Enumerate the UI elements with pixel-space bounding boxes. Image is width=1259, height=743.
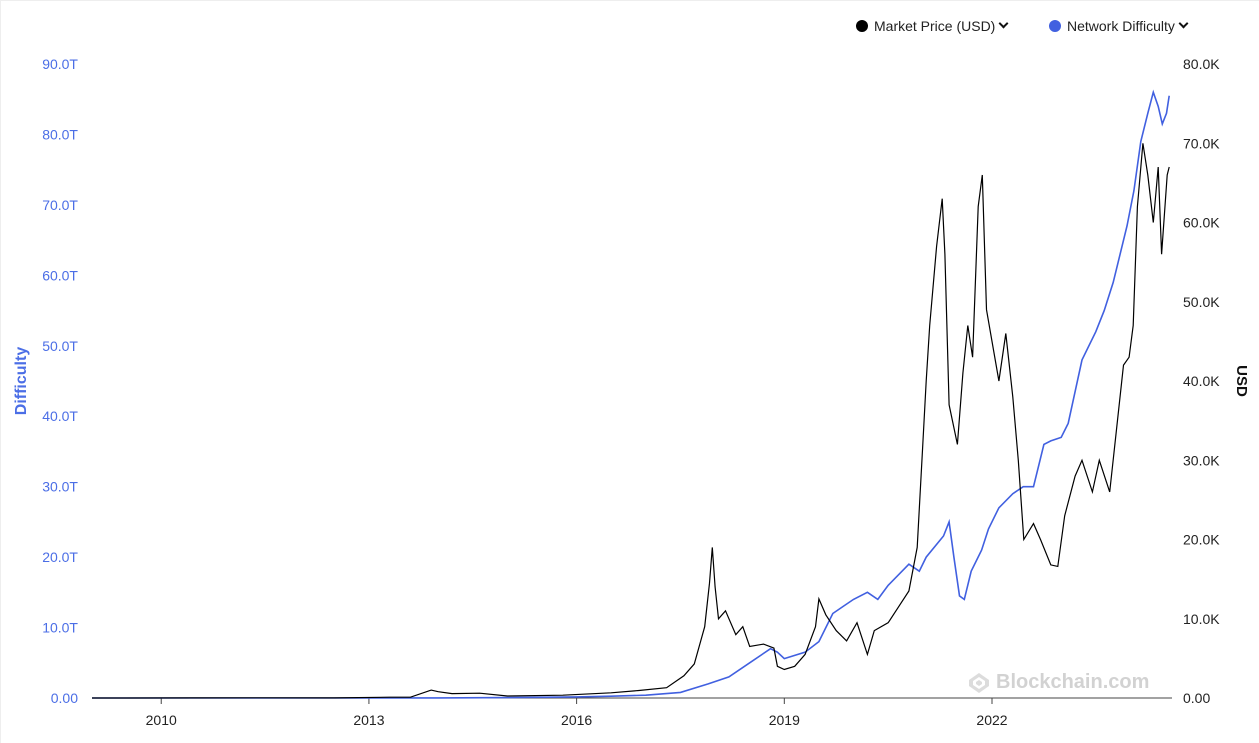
right-axis-tick-label: 20.0K	[1183, 532, 1220, 548]
x-axis-tick-label: 2013	[353, 712, 384, 728]
watermark: Blockchain.com	[968, 671, 1149, 694]
x-axis-ticks: 2010 2013 2016 2019 2022	[146, 698, 1008, 728]
legend-market-price[interactable]: Market Price (USD)	[856, 16, 1009, 36]
left-axis-tick-label: 20.0T	[42, 549, 78, 565]
left-axis-tick-label: 10.0T	[42, 620, 78, 636]
right-axis-tick-label: 40.0K	[1183, 373, 1220, 389]
chevron-down-icon[interactable]	[1178, 18, 1189, 29]
price-legend-label: Market Price (USD)	[874, 18, 996, 34]
left-axis-tick-label: 70.0T	[42, 197, 78, 213]
left-axis-tick-label: 80.0T	[42, 126, 78, 142]
right-axis-tick-label: 10.0K	[1183, 611, 1220, 627]
right-axis-tick-label: 60.0K	[1183, 215, 1220, 231]
x-axis-tick-label: 2019	[769, 712, 800, 728]
left-axis-tick-label: 0.00	[51, 690, 78, 706]
right-axis-tick-label: 30.0K	[1183, 452, 1220, 468]
legend-network-difficulty[interactable]: Network Difficulty	[1049, 16, 1189, 36]
price-legend-dot	[856, 20, 868, 32]
x-axis-tick-label: 2016	[561, 712, 592, 728]
difficulty-legend-dot	[1049, 20, 1061, 32]
price-series-line	[91, 143, 1170, 699]
right-axis-tick-label: 70.0K	[1183, 135, 1220, 151]
chevron-down-icon[interactable]	[998, 18, 1009, 29]
right-axis-ticks: 0.00 10.0K 20.0K 30.0K 40.0K 50.0K 60.0K 70.0K 8…	[1183, 56, 1220, 706]
blockchain-logo-icon	[969, 672, 989, 693]
left-axis-tick-label: 30.0T	[42, 479, 78, 495]
x-axis-tick-label: 2022	[976, 712, 1007, 728]
watermark-text: Blockchain.com	[996, 671, 1150, 693]
left-axis-ticks: 0.00 10.0T 20.0T 30.0T 40.0T 50.0T 60.0T 70.0T 8…	[42, 56, 78, 706]
right-axis-tick-label: 0.00	[1183, 690, 1210, 706]
right-axis-label: USD	[1233, 365, 1250, 397]
difficulty-series-line	[92, 89, 1170, 699]
left-axis-tick-label: 90.0T	[42, 56, 78, 72]
x-axis-tick-label: 2010	[146, 712, 177, 728]
right-axis-tick-label: 80.0K	[1183, 56, 1220, 72]
left-axis-label: Difficulty	[13, 347, 30, 416]
right-axis-tick-label: 50.0K	[1183, 294, 1220, 310]
left-axis-tick-label: 50.0T	[42, 338, 78, 354]
left-axis-tick-label: 60.0T	[42, 267, 78, 283]
left-axis-tick-label: 40.0T	[42, 408, 78, 424]
difficulty-legend-label: Network Difficulty	[1067, 18, 1175, 34]
